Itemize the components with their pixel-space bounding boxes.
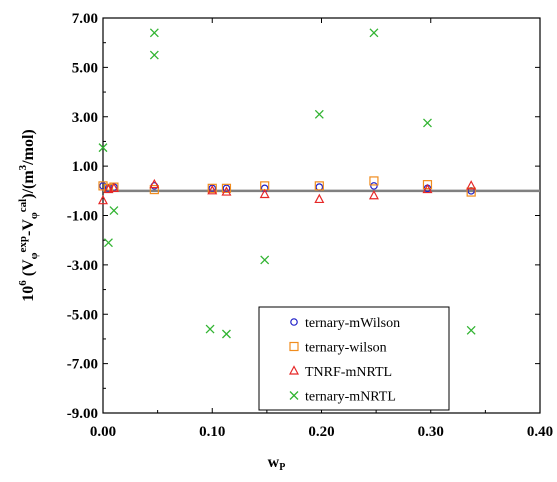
x-tick-label: 0.10: [199, 424, 225, 440]
data-point: [259, 188, 270, 199]
x-axis-title: wP: [268, 454, 286, 473]
data-point: [368, 189, 379, 200]
y-tick-label: -1.00: [67, 209, 98, 225]
x-tick-label: 0.00: [90, 424, 116, 440]
data-point: [260, 184, 269, 193]
series-TNRF-mNRTL: [98, 178, 477, 205]
data-point: [314, 109, 324, 119]
legend-label: ternary-wilson: [305, 341, 387, 356]
data-point: [221, 183, 232, 193]
y-title-sup3: 3: [17, 164, 29, 170]
data-point: [314, 193, 325, 204]
data-point: [370, 182, 378, 190]
y-title-prefix-sup: 6: [17, 280, 29, 286]
y-title-sup1: exp: [17, 236, 29, 253]
y-title-end: /mol): [20, 129, 37, 166]
y-tick-label: 7.00: [72, 11, 98, 27]
data-point: [108, 182, 119, 192]
data-point: [98, 143, 108, 153]
legend-marker: [290, 318, 298, 326]
y-title-prefix: 10: [20, 286, 37, 302]
data-point: [314, 181, 324, 191]
y-title-sub2: φ: [28, 212, 40, 219]
data-point: [149, 184, 159, 195]
y-tick-label: 3.00: [72, 110, 98, 126]
y-tick-label: -5.00: [67, 307, 98, 323]
data-point: [466, 187, 476, 197]
data-point: [207, 185, 218, 195]
data-point: [369, 28, 379, 38]
y-title-mid: -V: [20, 219, 37, 236]
data-point: [207, 183, 217, 193]
legend-label: ternary-mNRTL: [305, 390, 396, 405]
y-axis-title: 106 (Vφexp-Vφcal)/(m3/mol): [17, 129, 40, 301]
data-point: [466, 180, 477, 190]
axis-ticks: 7.00 5.00 3.00 1.00 -1.00 -3.00 -5.00 -7.00 -9.0…: [67, 11, 553, 440]
data-point: [221, 329, 231, 339]
y-title-sub1: φ: [28, 252, 40, 259]
y-tick-label: 5.00: [72, 60, 98, 76]
series-ternary-mNRTL: [98, 28, 476, 339]
data-point: [422, 180, 433, 190]
x-tick-label: 0.30: [418, 424, 444, 440]
legend-label: ternary-mWilson: [305, 316, 400, 331]
data-point: [149, 28, 159, 38]
data-point: [109, 206, 119, 216]
data-point: [423, 118, 432, 128]
y-title-open: (V: [20, 259, 37, 280]
legend-marker: [289, 365, 299, 375]
data-point: [149, 178, 160, 189]
legend-marker: [289, 341, 299, 352]
data-point: [466, 325, 476, 335]
series-ternary-wilson: [98, 176, 476, 197]
legend-label: TNRF-mNRTL: [305, 365, 392, 380]
data-point: [205, 324, 215, 334]
data-point: [222, 184, 231, 193]
data-point: [221, 186, 232, 196]
y-title-close: )/(m: [20, 170, 37, 199]
data-point: [98, 194, 108, 205]
data-point: [98, 181, 108, 191]
y-tick-label: -7.00: [67, 357, 98, 373]
data-point: [149, 50, 159, 60]
data-points: [98, 28, 477, 339]
legend-marker: [289, 391, 299, 400]
y-tick-label: -9.00: [67, 406, 98, 422]
x-title-main: w: [268, 454, 280, 471]
data-point: [422, 183, 433, 194]
x-tick-label: 0.20: [308, 424, 334, 440]
y-tick-label: -3.00: [67, 258, 98, 274]
y-tick-label: 1.00: [72, 159, 98, 175]
data-point: [103, 183, 114, 194]
data-point: [369, 176, 379, 186]
y-title-sup2: cal: [17, 199, 29, 212]
data-point: [104, 238, 113, 248]
legend: ternary-mWilson ternary-wilson TNRF-mNRTL t…: [258, 306, 450, 411]
x-title-sub: P: [279, 462, 285, 473]
x-tick-label: 0.40: [527, 424, 553, 440]
data-point: [260, 255, 270, 265]
